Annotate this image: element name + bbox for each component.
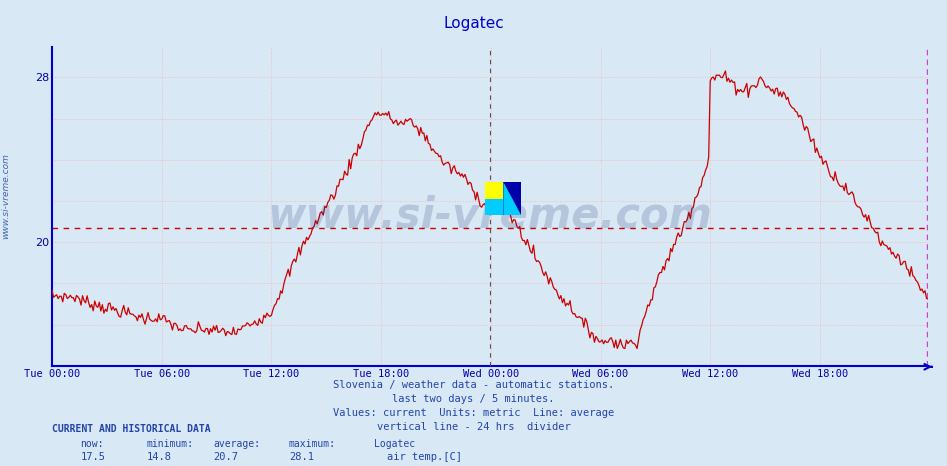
Text: Values: current  Units: metric  Line: average: Values: current Units: metric Line: aver… (333, 408, 614, 418)
Text: www.si-vreme.com: www.si-vreme.com (268, 195, 712, 237)
Bar (486, 182, 504, 199)
Text: Logatec: Logatec (374, 439, 415, 449)
Text: now:: now: (80, 439, 104, 449)
Text: minimum:: minimum: (147, 439, 194, 449)
Text: 17.5: 17.5 (80, 452, 105, 462)
Text: 28.1: 28.1 (289, 452, 313, 462)
Text: www.si-vreme.com: www.si-vreme.com (1, 153, 10, 239)
Text: 20.7: 20.7 (213, 452, 238, 462)
Bar (486, 199, 504, 215)
Text: average:: average: (213, 439, 260, 449)
Text: Slovenia / weather data - automatic stations.: Slovenia / weather data - automatic stat… (333, 380, 614, 390)
Text: last two days / 5 minutes.: last two days / 5 minutes. (392, 394, 555, 404)
Text: Logatec: Logatec (443, 16, 504, 31)
Bar (504, 182, 522, 215)
Text: air temp.[C]: air temp.[C] (387, 452, 462, 462)
Polygon shape (504, 182, 522, 215)
Text: 14.8: 14.8 (147, 452, 171, 462)
Text: CURRENT AND HISTORICAL DATA: CURRENT AND HISTORICAL DATA (52, 424, 211, 434)
Text: maximum:: maximum: (289, 439, 336, 449)
Text: vertical line - 24 hrs  divider: vertical line - 24 hrs divider (377, 422, 570, 432)
